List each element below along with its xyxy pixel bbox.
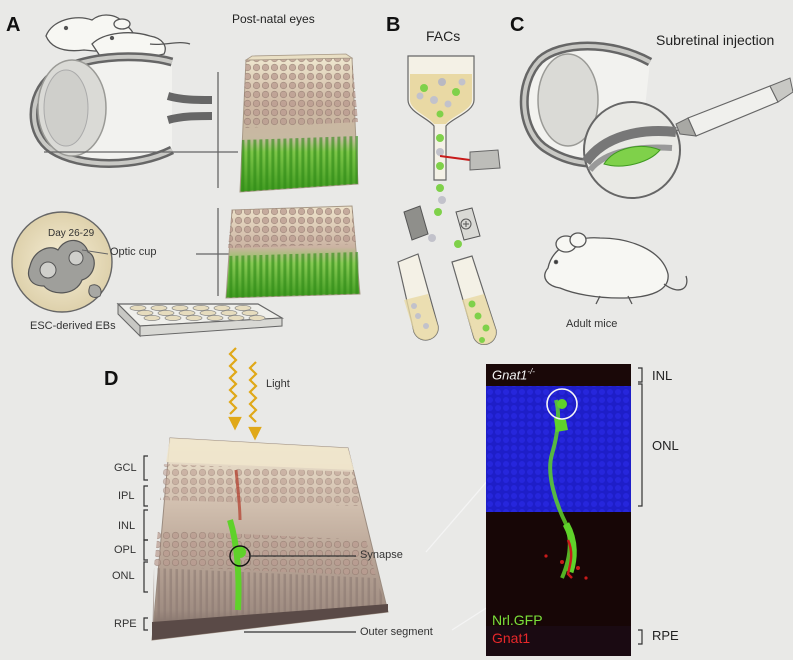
retina-block-postnatal xyxy=(239,53,359,193)
optic-cup-label: Optic cup xyxy=(110,246,157,258)
embryoid-body-circle xyxy=(11,211,113,313)
layer-brackets xyxy=(143,455,148,631)
micrograph-svg xyxy=(486,364,631,656)
plate-well xyxy=(164,315,182,321)
plate-well xyxy=(185,315,203,321)
postnatal-eyes-title: Post-natal eyes xyxy=(232,12,315,26)
multiwell-wells xyxy=(129,305,266,321)
light-arrows xyxy=(228,347,262,441)
micrograph-brackets xyxy=(638,367,643,645)
layer-rpe: RPE xyxy=(114,618,137,630)
panel-label-d: D xyxy=(104,368,119,390)
micro-right-onl: ONL xyxy=(652,438,679,453)
plate-well xyxy=(213,305,231,311)
retina-layer-block xyxy=(151,437,389,641)
eye-diagram xyxy=(29,52,218,168)
facs-funnel xyxy=(407,55,501,216)
subretinal-injection-title: Subretinal injection xyxy=(656,32,775,48)
panel-label-b: B xyxy=(386,14,401,36)
facs-deflection-plates xyxy=(403,205,481,248)
layer-onl: ONL xyxy=(112,570,135,582)
adult-mouse xyxy=(544,232,688,305)
legend-gnat1: Gnat1 xyxy=(492,630,531,646)
panel-label-c: C xyxy=(510,14,525,36)
legend-nrl-gfp: Nrl.GFP xyxy=(492,612,543,628)
pups-illustration xyxy=(45,14,191,58)
adult-mice-label: Adult mice xyxy=(566,318,618,330)
plate-well xyxy=(241,310,259,316)
genotype-label: Gnat1-/- xyxy=(492,367,535,383)
retina-block-optic-cup xyxy=(225,205,361,299)
immunofluorescence-micrograph: Gnat1-/- Nrl.GFP Gnat1 xyxy=(486,364,631,656)
layer-ipl: IPL xyxy=(118,490,135,502)
plate-well xyxy=(199,310,217,316)
panel-label-a: A xyxy=(6,14,21,36)
facs-title: FACs xyxy=(426,28,461,44)
plate-well xyxy=(129,305,147,311)
plate-well xyxy=(178,310,196,316)
plate-well xyxy=(227,315,245,321)
micro-right-inl: INL xyxy=(652,368,673,383)
plate-well xyxy=(136,310,154,316)
injection-zoom-circle xyxy=(581,101,681,199)
ebs-label: ESC-derived EBs xyxy=(30,320,116,332)
layer-gcl: GCL xyxy=(114,462,137,474)
plate-well xyxy=(220,310,238,316)
plate-well xyxy=(171,305,189,311)
plate-well xyxy=(192,305,210,311)
plate-well xyxy=(248,315,266,321)
layer-opl: OPL xyxy=(114,544,137,556)
plate-well xyxy=(150,305,168,311)
light-label: Light xyxy=(266,378,290,390)
collection-tubes xyxy=(397,253,497,346)
plate-well xyxy=(206,315,224,321)
micro-right-rpe: RPE xyxy=(652,628,679,643)
outer-segment-label: Outer segment xyxy=(360,626,433,638)
layer-inl: INL xyxy=(118,520,136,532)
day-label: Day 26-29 xyxy=(48,228,95,239)
synapse-label: Synapse xyxy=(360,549,403,561)
plate-well xyxy=(234,305,252,311)
plate-well xyxy=(143,315,161,321)
plate-well xyxy=(157,310,175,316)
